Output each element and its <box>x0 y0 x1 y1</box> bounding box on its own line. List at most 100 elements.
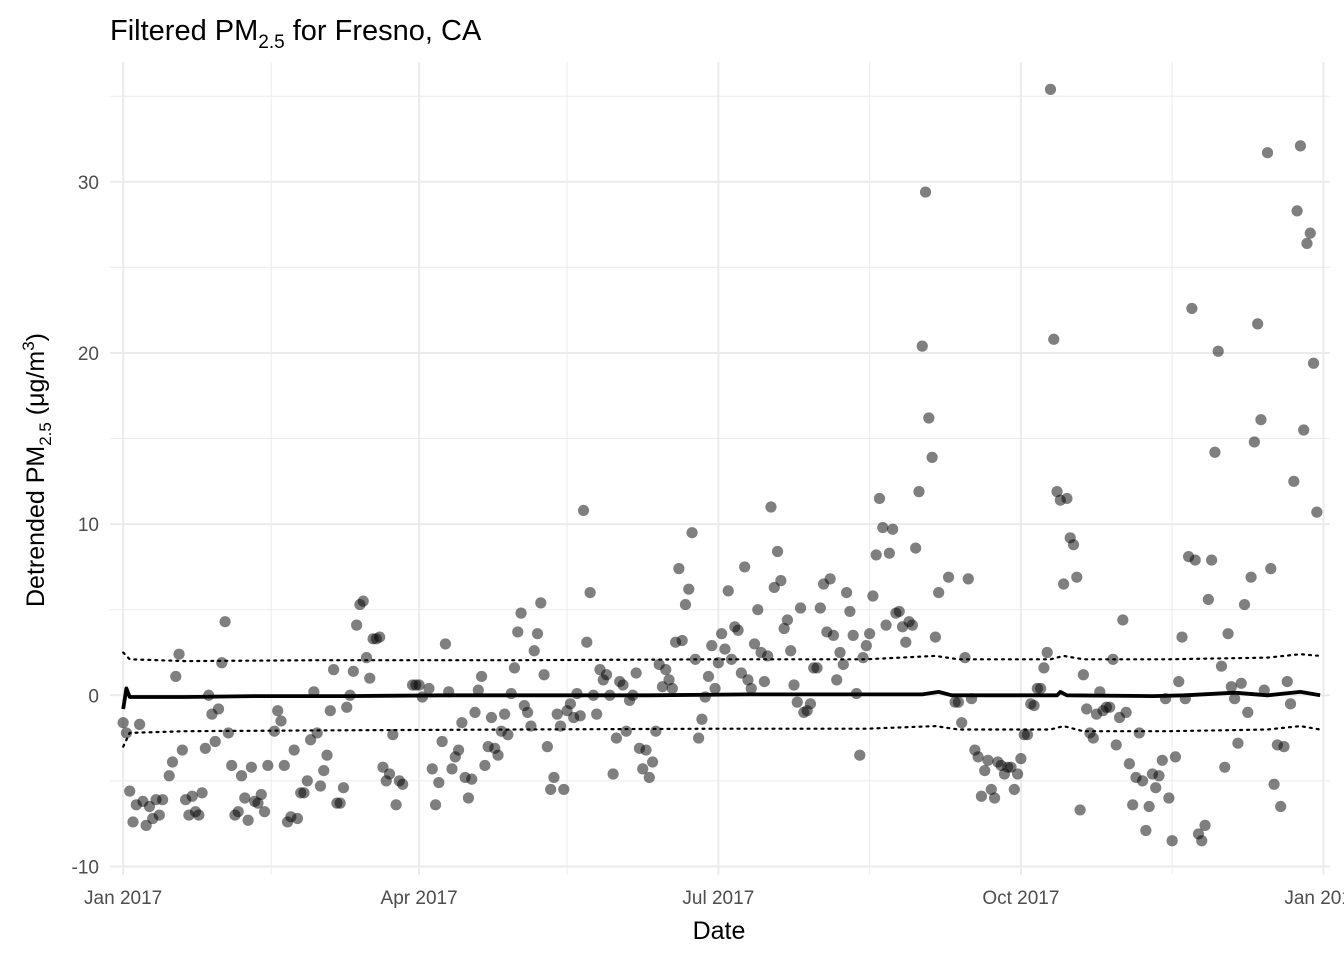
data-point <box>1281 675 1293 688</box>
data-point <box>512 626 524 638</box>
data-point <box>857 652 869 664</box>
data-point <box>1255 414 1267 426</box>
data-point <box>1038 662 1050 674</box>
data-point <box>341 701 353 713</box>
data-point <box>778 622 790 635</box>
y-axis-ticks: -10 0 10 20 30 <box>72 173 99 879</box>
data-point <box>910 542 922 554</box>
data-point <box>1209 446 1221 458</box>
data-point <box>1268 778 1280 790</box>
data-point <box>1199 819 1211 831</box>
data-point <box>1248 436 1260 448</box>
data-points <box>117 83 1323 847</box>
data-point <box>1288 475 1300 487</box>
data-point <box>867 590 879 602</box>
data-point <box>166 756 179 768</box>
data-point <box>479 759 491 772</box>
chart-title-main: Filtered PM <box>110 15 258 47</box>
data-point <box>235 770 248 782</box>
data-point <box>226 759 238 772</box>
data-point <box>919 186 932 198</box>
data-point <box>268 725 281 737</box>
data-point <box>1015 753 1027 765</box>
data-point <box>752 604 764 616</box>
data-point <box>811 662 823 674</box>
data-point <box>1169 751 1182 763</box>
data-point <box>535 597 547 609</box>
data-point <box>1166 835 1178 847</box>
data-point <box>1058 578 1070 590</box>
data-point <box>854 749 866 761</box>
trend-line <box>121 686 1321 710</box>
data-point <box>153 809 165 821</box>
data-point <box>485 711 498 724</box>
data-point <box>706 640 718 652</box>
data-point <box>492 749 504 761</box>
data-point <box>873 492 886 505</box>
data-point <box>1133 727 1145 739</box>
data-point <box>1061 492 1073 505</box>
data-point <box>952 696 965 708</box>
data-point <box>1028 699 1040 712</box>
data-point <box>383 768 396 780</box>
lower-band-line <box>122 724 1322 748</box>
data-point <box>278 759 290 772</box>
data-point <box>499 708 511 720</box>
data-point <box>515 607 527 619</box>
data-point <box>1229 693 1241 705</box>
data-point <box>887 523 899 535</box>
data-point <box>314 780 327 792</box>
data-point <box>748 638 761 650</box>
data-point <box>788 679 800 691</box>
data-point <box>906 619 918 631</box>
data-point <box>426 763 438 775</box>
data-point <box>564 698 576 710</box>
data-point <box>745 682 757 695</box>
data-point <box>686 527 698 539</box>
chart-title: Filtered PM2.5 for Fresno, CA <box>110 15 482 53</box>
data-point <box>209 735 221 748</box>
data-point <box>186 790 198 802</box>
data-point <box>522 706 534 719</box>
data-point <box>988 792 1001 804</box>
data-point <box>242 814 254 826</box>
data-point <box>847 629 859 641</box>
x-tick-label: Apr 2017 <box>381 888 458 909</box>
data-point <box>262 759 274 772</box>
data-point <box>1035 682 1047 695</box>
data-point <box>436 735 448 748</box>
data-point <box>472 684 484 696</box>
data-point <box>962 573 974 585</box>
data-point <box>660 664 672 676</box>
data-point <box>423 682 435 695</box>
data-point <box>1301 237 1313 250</box>
data-point <box>791 696 803 708</box>
data-point <box>170 670 182 683</box>
data-point <box>696 713 708 725</box>
data-point <box>893 605 905 618</box>
data-point <box>577 504 590 517</box>
chart-title-rest: for Fresno, CA <box>285 15 482 47</box>
data-point <box>1150 782 1162 794</box>
data-point <box>1140 824 1152 837</box>
y-tick-label: 0 <box>88 686 99 707</box>
data-point <box>397 778 409 790</box>
data-point <box>337 782 350 794</box>
data-point <box>923 412 935 424</box>
data-point <box>827 629 840 641</box>
data-point <box>357 595 369 607</box>
data-point <box>1212 345 1224 357</box>
data-point <box>1067 539 1080 551</box>
data-point <box>824 573 836 585</box>
data-point <box>239 792 251 804</box>
data-point <box>959 652 971 664</box>
data-point <box>979 764 991 777</box>
y-tick-label: 30 <box>78 173 99 194</box>
data-point <box>765 501 777 513</box>
data-point <box>538 669 550 681</box>
data-point <box>758 675 770 688</box>
data-point <box>883 547 895 559</box>
data-point <box>982 754 994 766</box>
confidence-bands <box>122 651 1322 748</box>
data-point <box>860 640 872 652</box>
